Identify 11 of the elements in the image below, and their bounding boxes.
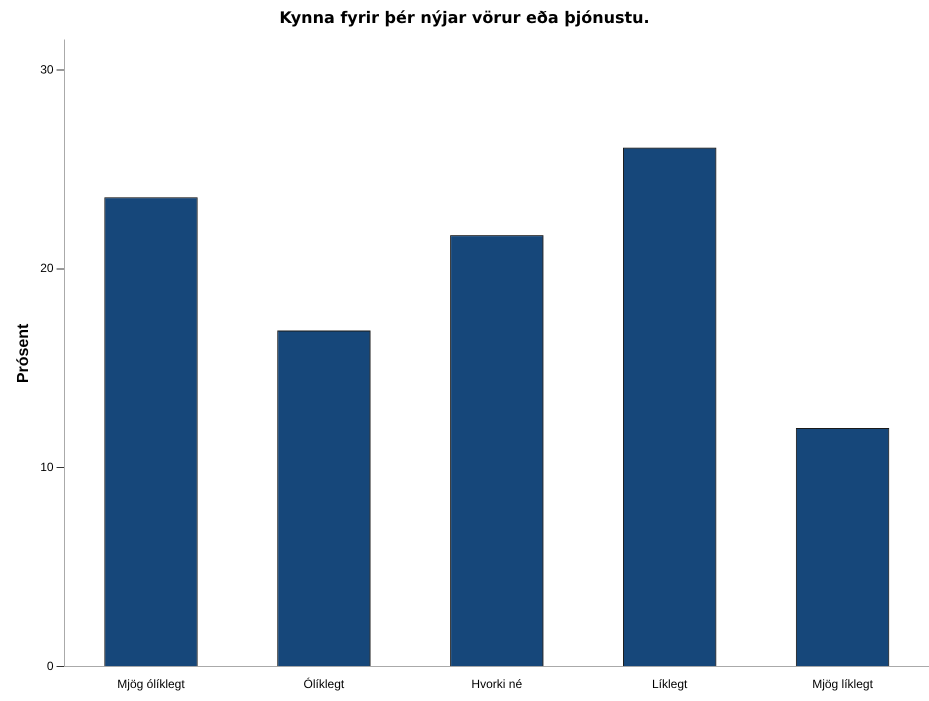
x-tick-label: Líklegt [652,677,688,692]
x-tick-label: Ólíklegt [304,677,345,692]
x-tick-label: Hvorki né [471,677,522,692]
chart-title: Kynna fyrir þér nýjar vörur eða þjónustu. [278,8,651,27]
y-tick-label: 0 [46,658,54,673]
y-tick-label: 20 [40,261,54,276]
y-tick-label: 10 [40,460,54,474]
x-tick-label: Mjög líklegt [812,677,874,692]
x-tick-label: Mjög ólíklegt [117,677,186,692]
y-axis-title: Prósent [15,322,32,384]
y-tick-label: 30 [40,62,54,76]
